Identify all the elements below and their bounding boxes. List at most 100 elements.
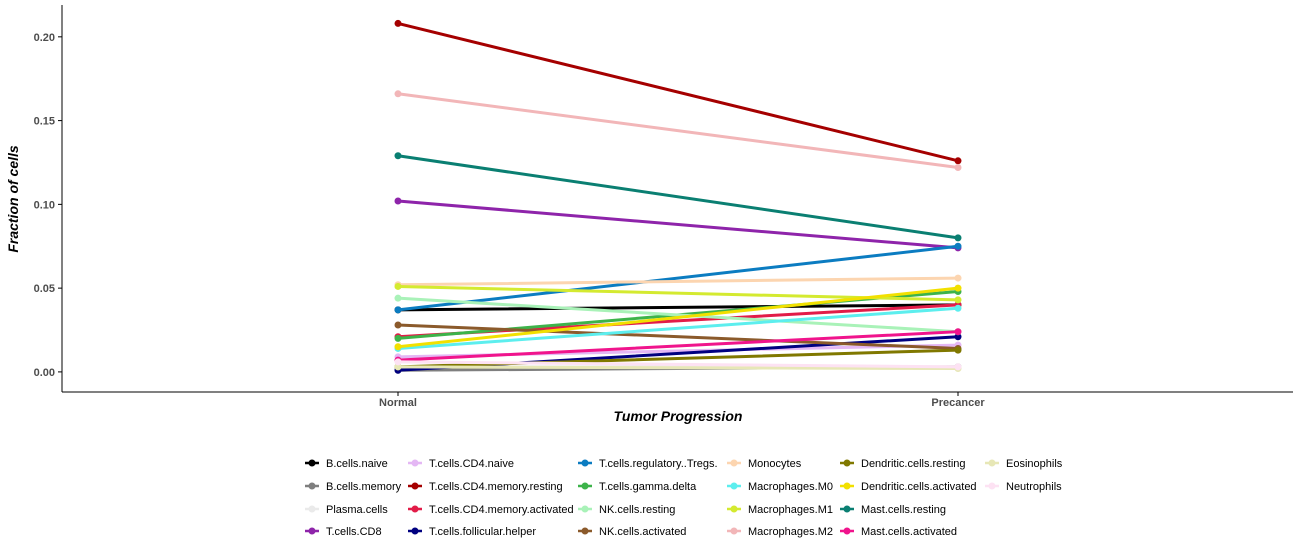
legend-label: Neutrophils (1006, 481, 1062, 493)
legend-key-point (411, 459, 419, 467)
data-point (394, 363, 402, 371)
y-axis-title: Fraction of cells (5, 145, 21, 253)
series-dendritic-cells-activated (394, 284, 962, 351)
legend-key-point (581, 482, 589, 490)
x-axis: Normal Precancer (62, 391, 1293, 409)
legend-item-dendritic-cells-activated: Dendritic.cells.activated (840, 481, 977, 493)
legend-label: NK.cells.resting (599, 504, 675, 516)
legend-item-b-cells-naive: B.cells.naive (305, 458, 388, 470)
data-point (394, 343, 402, 351)
legend-label: Macrophages.M1 (748, 504, 833, 516)
data-point (954, 274, 962, 282)
legend-label: T.cells.regulatory..Tregs. (599, 458, 718, 470)
data-point (954, 157, 962, 165)
series-monocytes (394, 274, 962, 289)
series-t-cells-regulatory-tregs (394, 242, 962, 314)
legend-key-point (988, 459, 996, 467)
data-point (954, 296, 962, 304)
legend-item-mast-cells-resting: Mast.cells.resting (840, 504, 946, 516)
y-axis: 0.00 0.05 0.10 0.15 0.20 (34, 5, 63, 392)
data-point (954, 284, 962, 292)
series-t-cells-cd4-memory-resting (394, 19, 962, 165)
legend-key-point (843, 459, 851, 467)
legend-key-point (843, 505, 851, 513)
legend-item-monocytes: Monocytes (727, 458, 802, 470)
legend-label: T.cells.follicular.helper (429, 526, 536, 538)
data-point (394, 321, 402, 329)
legend-key-point (581, 527, 589, 535)
series-macrophages-m2 (394, 90, 962, 172)
legend-item-t-cells-cd8: T.cells.CD8 (305, 526, 382, 538)
legend-key-point (843, 482, 851, 490)
legend-item-t-cells-follicular-helper: T.cells.follicular.helper (408, 526, 536, 538)
legend-item-macrophages-m1: Macrophages.M1 (727, 504, 833, 516)
legend-label: B.cells.naive (326, 458, 388, 470)
legend-item-neutrophils: Neutrophils (985, 481, 1062, 493)
legend-key-point (730, 505, 738, 513)
data-point (954, 346, 962, 354)
x-tick-label-normal: Normal (379, 397, 417, 409)
series-line (396, 199, 960, 250)
legend-label: NK.cells.activated (599, 526, 686, 538)
series-line (396, 360, 960, 369)
series-line (396, 92, 960, 170)
legend-label: T.cells.CD8 (326, 526, 382, 538)
data-point (394, 294, 402, 302)
legend-item-macrophages-m0: Macrophages.M0 (727, 481, 833, 493)
legend-item-dendritic-cells-resting: Dendritic.cells.resting (840, 458, 966, 470)
data-point (394, 197, 402, 205)
legend-key-point (308, 505, 316, 513)
y-tick-label: 0.10 (34, 199, 55, 211)
series-line (396, 154, 960, 240)
series-neutrophils (394, 358, 962, 371)
legend-item-b-cells-memory: B.cells.memory (305, 481, 402, 493)
series-line (396, 330, 960, 362)
legend-item-t-cells-regulatory-tregs: T.cells.regulatory..Tregs. (578, 458, 718, 470)
legend-item-macrophages-m2: Macrophages.M2 (727, 526, 833, 538)
x-tick-label-precancer: Precancer (931, 397, 985, 409)
legend-label: T.cells.CD4.naive (429, 458, 514, 470)
series-line (396, 303, 960, 312)
data-point (954, 333, 962, 341)
legend-label: Dendritic.cells.activated (861, 481, 977, 493)
data-point (954, 234, 962, 242)
series-mast-cells-resting (394, 152, 962, 242)
series-line (396, 276, 960, 287)
legend-key-point (308, 482, 316, 490)
legend-label: Macrophages.M0 (748, 481, 833, 493)
legend-key-point (988, 482, 996, 490)
series-line (396, 244, 960, 312)
legend-label: Mast.cells.activated (861, 526, 957, 538)
legend-item-t-cells-cd4-naive: T.cells.CD4.naive (408, 458, 514, 470)
legend-item-eosinophils: Eosinophils (985, 458, 1063, 470)
data-point (954, 242, 962, 250)
legend-item-t-cells-cd4-memory-activated: T.cells.CD4.memory.activated (408, 504, 574, 516)
data-point (394, 90, 402, 98)
data-point (394, 306, 402, 314)
y-tick-label: 0.20 (34, 32, 55, 44)
legend-key-point (730, 527, 738, 535)
legend-key-point (411, 482, 419, 490)
series-line (396, 21, 960, 163)
legend-item-plasma-cells: Plasma.cells (305, 504, 388, 516)
legend-label: B.cells.memory (326, 481, 402, 493)
legend-item-t-cells-gamma-delta: T.cells.gamma.delta (578, 481, 697, 493)
plot-area (394, 19, 962, 374)
legend-label: Monocytes (748, 458, 802, 470)
legend-item-nk-cells-resting: NK.cells.resting (578, 504, 675, 516)
legend-key-point (843, 527, 851, 535)
y-tick-label: 0.15 (34, 116, 55, 128)
legend-label: Macrophages.M2 (748, 526, 833, 538)
data-point (394, 334, 402, 342)
series-line (396, 323, 960, 350)
x-axis-title: Tumor Progression (614, 408, 743, 424)
legend-key-point (730, 459, 738, 467)
legend-key-point (411, 505, 419, 513)
legend-key-point (730, 482, 738, 490)
legend-key-point (581, 459, 589, 467)
legend-label: T.cells.gamma.delta (599, 481, 697, 493)
legend-item-t-cells-cd4-memory-resting: T.cells.CD4.memory.resting (408, 481, 563, 493)
data-point (954, 328, 962, 336)
legend-key-point (411, 527, 419, 535)
y-tick-label: 0.00 (34, 367, 55, 379)
